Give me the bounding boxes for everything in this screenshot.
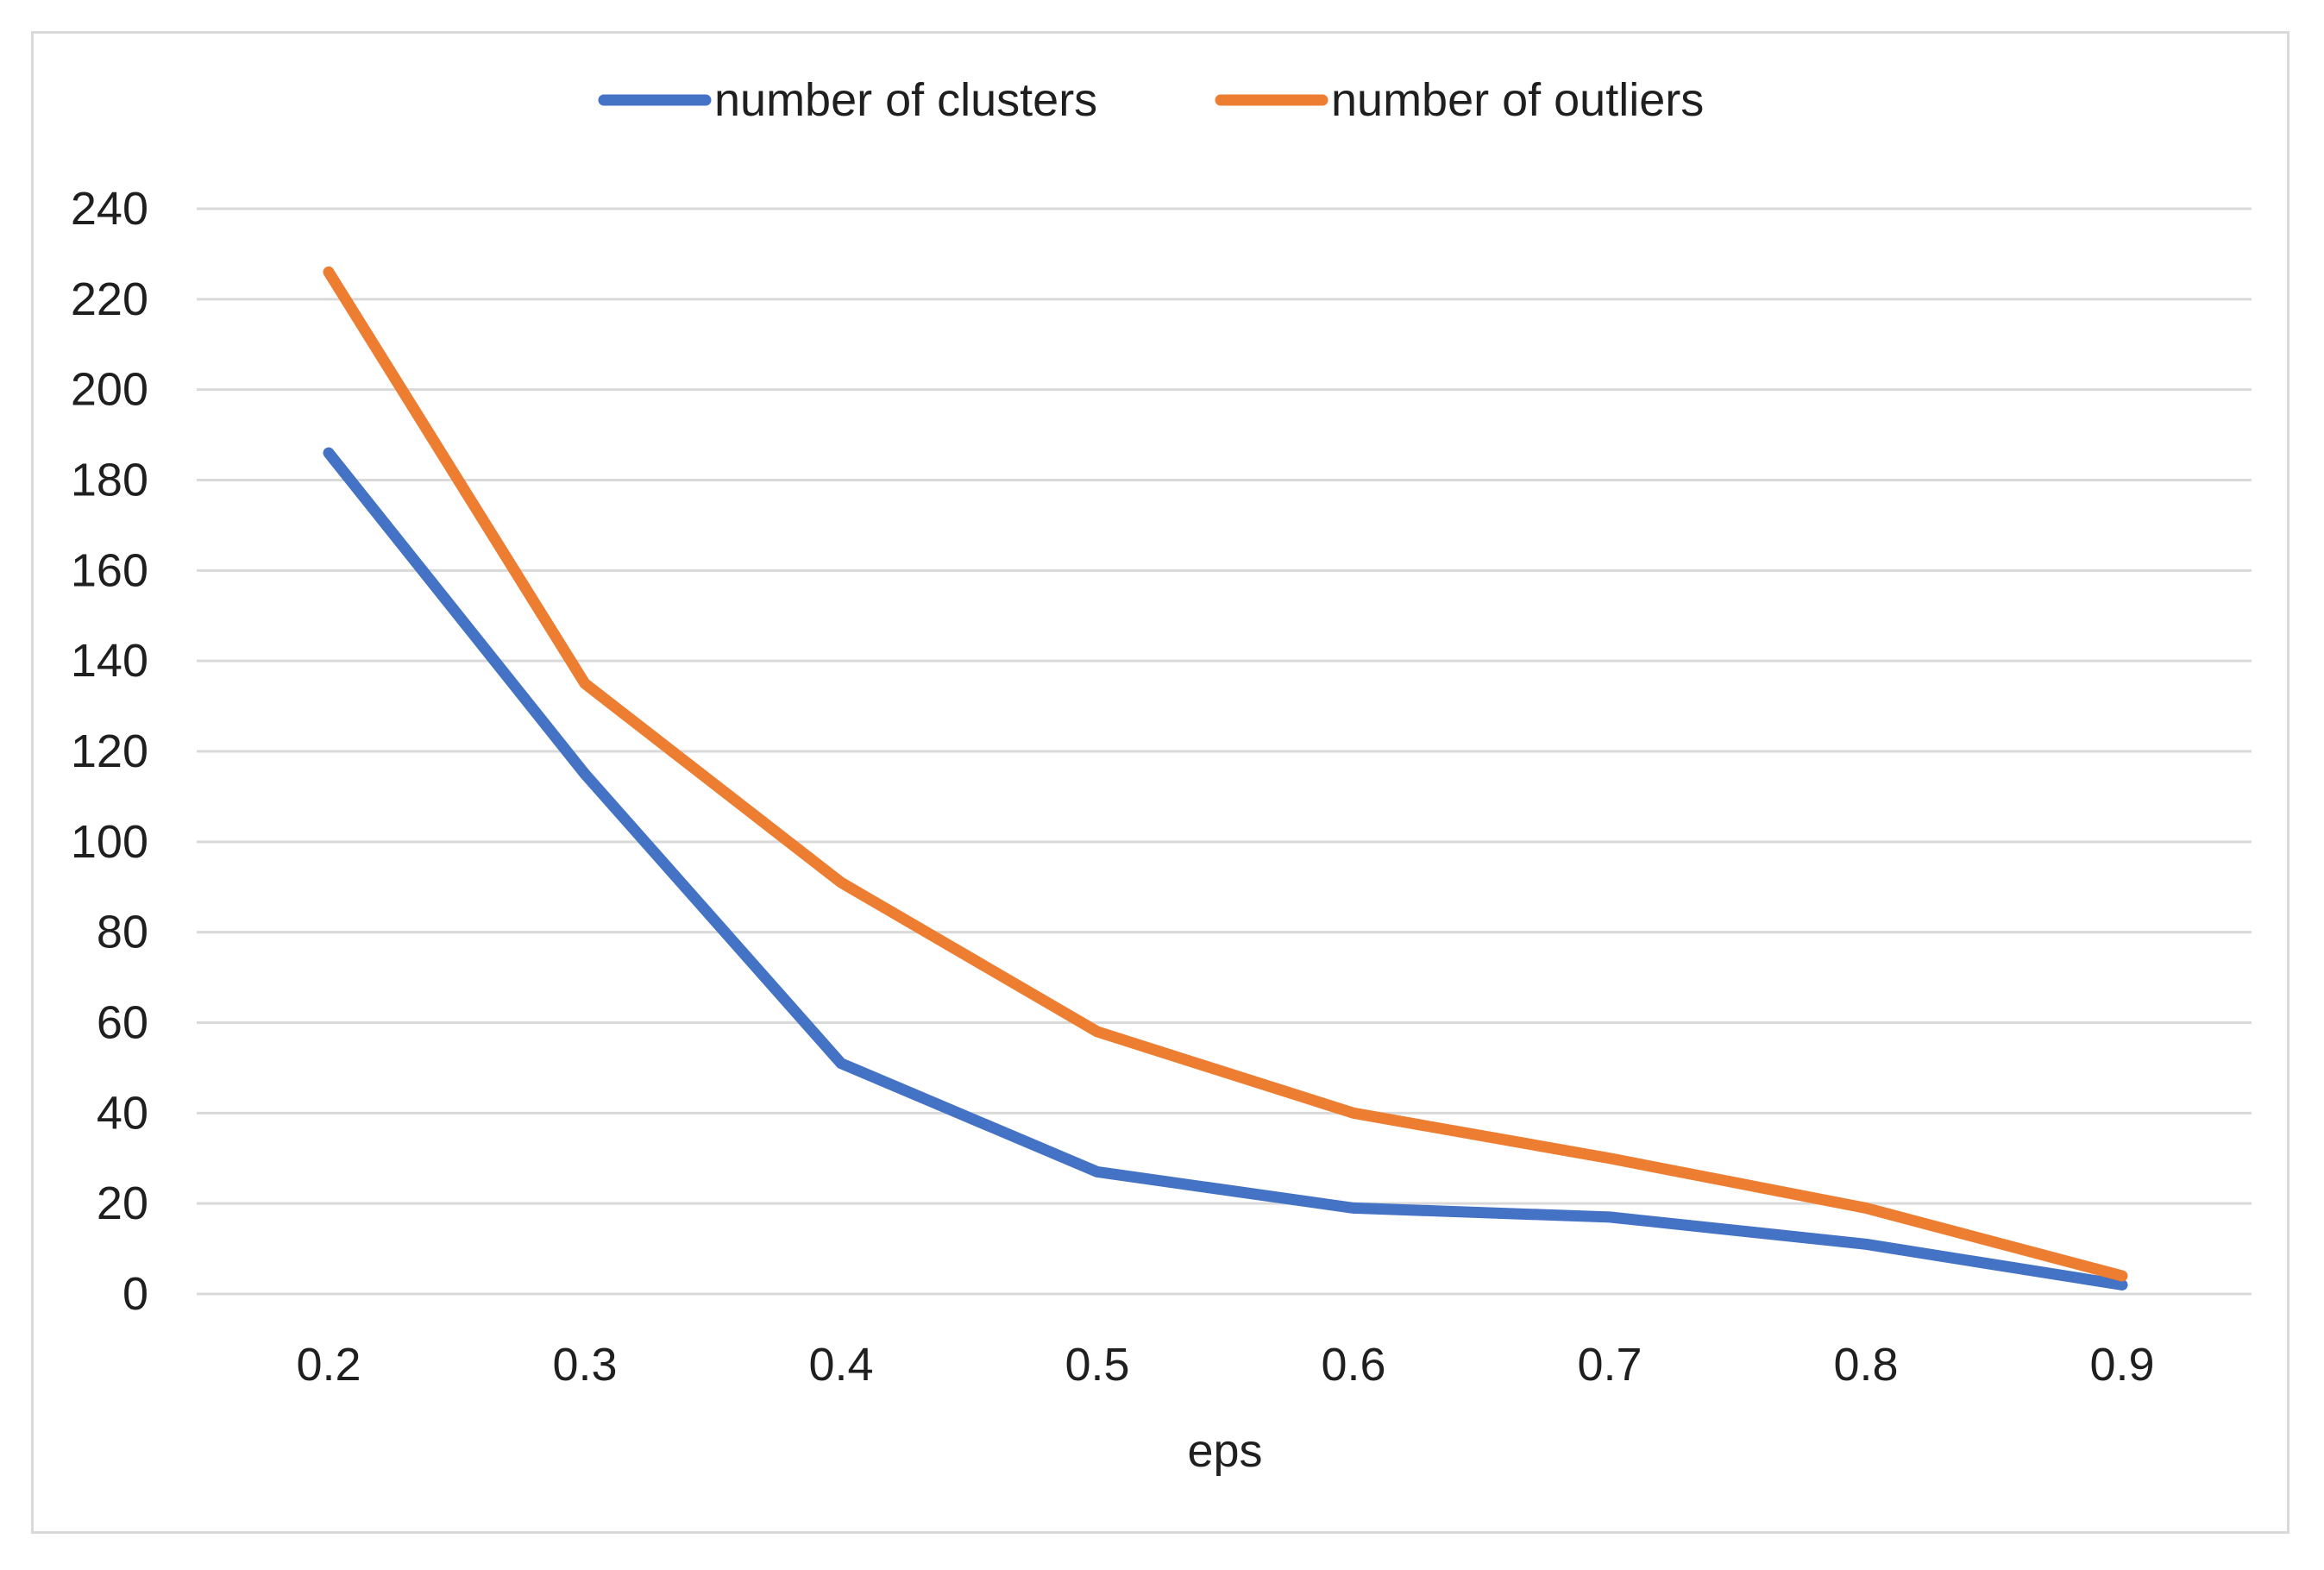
x-tick-label: 0.6 — [1321, 1339, 1385, 1391]
y-tick-label: 80 — [97, 907, 148, 958]
series-lines — [323, 266, 2128, 1291]
y-tick-label: 240 — [71, 183, 148, 235]
legend: number of clusters number of outliers — [598, 74, 1704, 126]
x-axis-title: eps — [1187, 1425, 1262, 1477]
y-tick-label: 160 — [71, 544, 148, 596]
x-tick-label: 0.2 — [296, 1339, 361, 1391]
y-tick-label: 120 — [71, 725, 148, 777]
y-tick-label: 0 — [122, 1268, 148, 1320]
x-tick-label: 0.3 — [552, 1339, 617, 1391]
y-axis-ticks: 0 20 40 60 80 100 120 140 160 180 200 220 240 — [71, 183, 148, 1320]
chart-frame — [31, 31, 2289, 1534]
legend-label: number of clusters — [714, 74, 1097, 126]
y-tick-label: 100 — [71, 816, 148, 868]
series-line-number-of-clusters — [323, 447, 2128, 1291]
y-tick-label: 20 — [97, 1178, 148, 1229]
x-tick-label: 0.9 — [2089, 1339, 2154, 1391]
y-tick-label: 180 — [71, 455, 148, 506]
gridlines — [197, 207, 2252, 1296]
y-tick-label: 40 — [97, 1087, 148, 1139]
y-tick-label: 60 — [97, 997, 148, 1049]
x-tick-label: 0.4 — [808, 1339, 873, 1391]
x-tick-label: 0.7 — [1577, 1339, 1642, 1391]
legend-label: number of outliers — [1331, 74, 1704, 126]
y-tick-label: 220 — [71, 273, 148, 325]
x-axis-ticks: 0.2 0.3 0.4 0.5 0.6 0.7 0.8 0.9 — [296, 1339, 2154, 1391]
x-tick-label: 0.8 — [1833, 1339, 1898, 1391]
y-tick-label: 200 — [71, 364, 148, 416]
series-line-number-of-outliers — [323, 266, 2128, 1282]
y-tick-label: 140 — [71, 635, 148, 687]
x-tick-label: 0.5 — [1065, 1339, 1129, 1391]
